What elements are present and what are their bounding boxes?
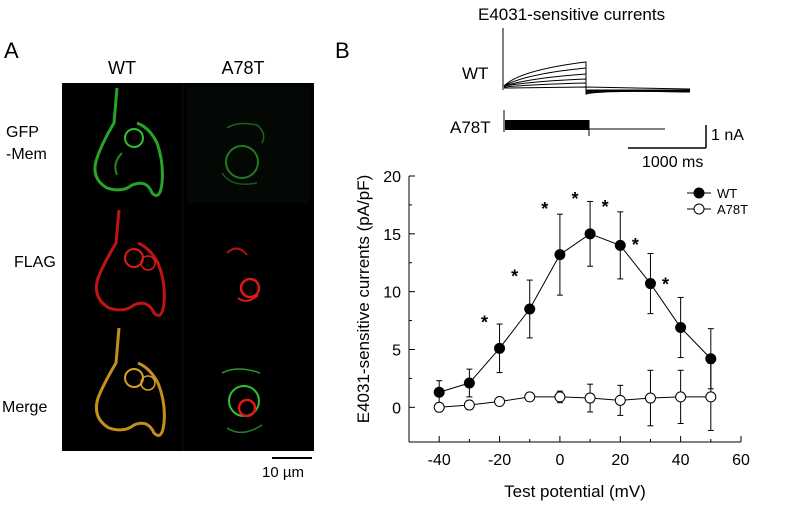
data-point-wt [433, 386, 445, 398]
chart-points [433, 228, 717, 413]
y-tick-label: 15 [383, 227, 401, 244]
row-label-gfp-line2: -Mem [6, 146, 47, 163]
wt-trace-2 [503, 67, 691, 94]
traces-title: E4031-sensitive currents [478, 5, 665, 24]
wt-trace-4 [503, 78, 691, 92]
significance-star: * [602, 197, 609, 217]
current-scale-label: 1 nA [711, 127, 744, 144]
merge-wt-cell [94, 327, 166, 437]
data-point-a78t [524, 391, 536, 403]
y-axis-ticks: 0 5 10 15 20 [383, 169, 415, 417]
column-label-wt: WT [108, 58, 136, 78]
trace-label-a78t: A78T [450, 118, 491, 137]
panel-b-label: B [335, 38, 350, 63]
row-label-gfp-mem: GFP -Mem [6, 122, 47, 166]
x-axis-ticks: -40 -20 0 20 40 60 [408, 436, 750, 469]
x-tick-label: 20 [611, 452, 629, 469]
significance-star: * [541, 199, 548, 219]
gfp-wt-cell [93, 87, 164, 197]
significance-markers: * * * * * * * [481, 189, 669, 333]
legend-label-wt: WT [717, 186, 737, 201]
chart-frame [408, 176, 741, 443]
legend-label-a78t: A78T [717, 202, 748, 217]
data-point-wt [675, 322, 687, 334]
row-label-merge: Merge [2, 399, 48, 416]
data-point-a78t [614, 394, 626, 406]
data-point-a78t [584, 392, 596, 404]
data-point-wt [705, 353, 717, 365]
a78t-trace-block [505, 120, 589, 130]
chart-lines [439, 233, 712, 408]
data-point-a78t [494, 396, 506, 408]
legend-marker-wt [693, 187, 705, 199]
data-point-a78t [705, 391, 717, 403]
significance-star: * [632, 235, 639, 255]
row-label-gfp-line1: GFP [6, 124, 39, 141]
trace-scale-bars [628, 125, 707, 149]
y-tick-label: 5 [392, 342, 401, 359]
x-tick-label: -20 [488, 452, 511, 469]
imaging-scale-bar [272, 457, 312, 459]
flag-wt-cell [94, 209, 166, 317]
x-tick-label: 0 [555, 452, 564, 469]
x-tick-label: -40 [428, 452, 451, 469]
y-tick-label: 20 [383, 169, 401, 186]
micrograph-svg [93, 83, 310, 451]
x-tick-label: 60 [732, 452, 750, 469]
data-point-wt [494, 342, 506, 354]
micrograph-panel [62, 83, 314, 451]
wt-trace-family [502, 28, 691, 95]
data-point-a78t [463, 399, 475, 411]
data-point-a78t [644, 392, 656, 404]
y-tick-label: 0 [392, 400, 401, 417]
gfp-a78t-cell [187, 87, 310, 203]
data-point-wt [463, 377, 475, 389]
imaging-scale-label: 10 µm [262, 464, 304, 481]
a78t-trace-family [503, 110, 665, 136]
merge-a78t-cell [221, 368, 263, 434]
series-line-wt [439, 233, 712, 393]
significance-star: * [481, 313, 488, 333]
data-point-wt [584, 228, 596, 240]
significance-star: * [511, 266, 518, 286]
significance-star: * [571, 189, 578, 209]
data-point-wt [644, 278, 656, 290]
current-traces: E4031-sensitive currents WT A78T 1 nA 10… [450, 5, 744, 171]
data-point-wt [524, 303, 536, 315]
data-point-wt [554, 249, 566, 261]
trace-label-wt: WT [462, 64, 488, 83]
time-scale-label: 1000 ms [642, 154, 703, 171]
wt-trace-5 [503, 82, 690, 91]
panel-a-label: A [4, 38, 19, 63]
flag-a78t-cell [226, 247, 261, 302]
row-label-flag: FLAG [14, 254, 56, 271]
y-tick-label: 10 [383, 285, 401, 302]
wt-trace-6 [503, 86, 691, 90]
column-label-a78t: A78T [221, 58, 265, 78]
data-point-a78t [433, 401, 445, 413]
data-point-a78t [554, 391, 566, 403]
x-tick-label: 40 [672, 452, 690, 469]
y-axis-label: E4031-sensitive currents (pA/pF) [354, 175, 373, 424]
wt-trace-1 [503, 61, 691, 95]
x-axis-label: Test potential (mV) [504, 482, 646, 501]
legend-marker-a78t [693, 203, 705, 215]
significance-star: * [662, 274, 669, 294]
data-point-wt [614, 239, 626, 251]
data-point-a78t [675, 391, 687, 403]
series-line-a78t [439, 396, 711, 408]
